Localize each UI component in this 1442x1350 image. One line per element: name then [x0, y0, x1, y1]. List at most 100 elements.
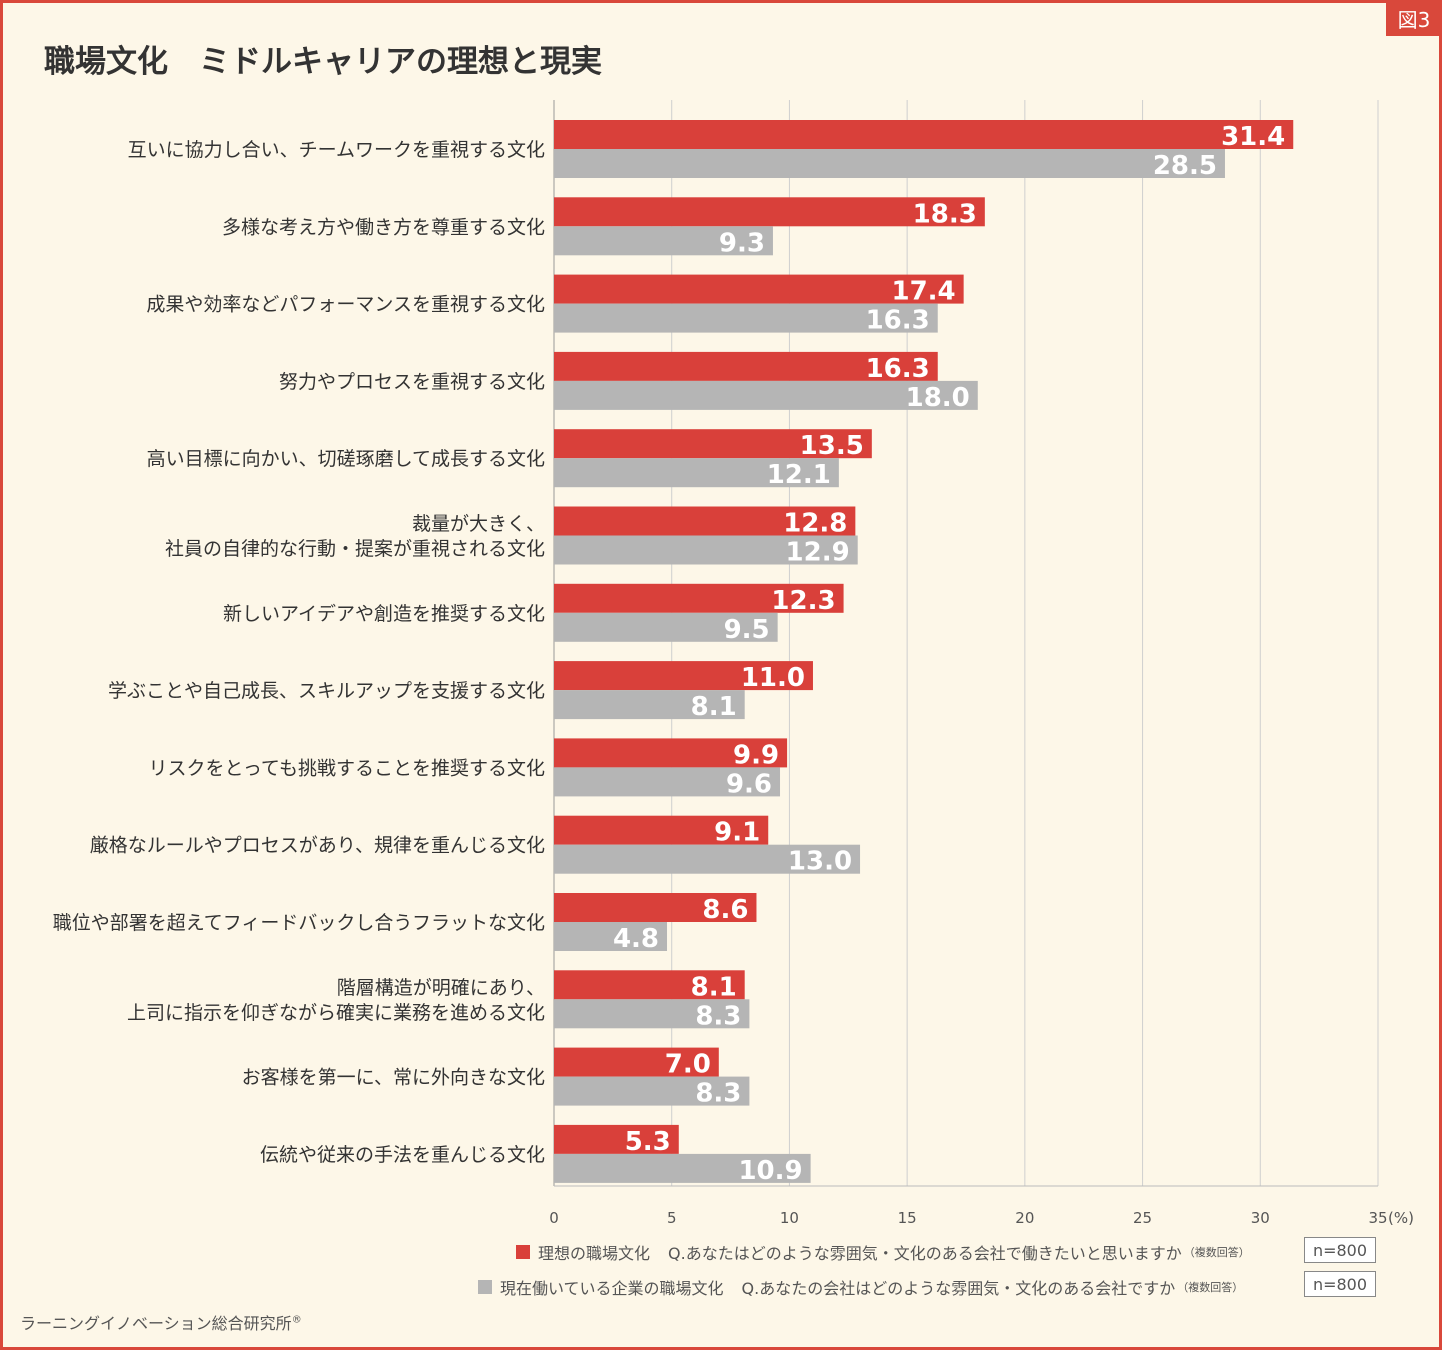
category-label: 職位や部署を超えてフィードバックし合うフラットな文化: [53, 912, 545, 934]
bar-ideal: [554, 738, 788, 768]
value-label-current: 8.3: [695, 1001, 741, 1031]
category-label: 努力やプロセスを重視する文化: [279, 371, 545, 393]
value-label-current: 12.1: [767, 460, 831, 490]
value-label-ideal: 8.6: [702, 895, 748, 925]
category-label: 新しいアイデアや創造を推奨する文化: [223, 603, 545, 625]
legend-note: （複数回答）: [1183, 1246, 1250, 1259]
bar-current: [554, 922, 668, 951]
bar-current: [554, 303, 938, 333]
bar-current: [554, 999, 750, 1029]
value-label-ideal: 12.8: [783, 509, 847, 539]
x-tick-label: 5: [667, 1209, 677, 1227]
x-tick-label: 35: [1368, 1209, 1387, 1227]
bar-ideal: [554, 506, 856, 536]
bar-current: [554, 535, 858, 565]
bar-current: [554, 767, 781, 797]
x-tick-labels: 0 5 10 15 20 25 30 35 (%): [549, 1209, 1414, 1227]
bar-ideal: [554, 197, 985, 227]
bar-current: [554, 690, 745, 720]
x-tick-label: 25: [1133, 1209, 1152, 1227]
value-label-current: 13.0: [788, 847, 852, 877]
category-label: 学ぶことや自己成長、スキルアップを支援する文化: [108, 680, 545, 702]
value-label-ideal: 17.4: [891, 277, 955, 307]
value-label-ideal: 9.1: [714, 818, 760, 848]
bar-ideal: [554, 120, 1294, 149]
bar-current: [554, 1153, 811, 1183]
figure-badge: 図3: [1386, 0, 1442, 36]
bar-ideal: [554, 661, 813, 691]
bar-ideal: [554, 351, 938, 381]
x-tick-label: 30: [1251, 1209, 1270, 1227]
value-label-current: 8.3: [695, 1079, 741, 1109]
value-label-ideal: 18.3: [913, 199, 977, 229]
category-label: リスクをとっても挑戦することを推奨する文化: [148, 757, 545, 779]
category-label: お客様を第一に、常に外向きな文化: [242, 1067, 545, 1089]
value-label-ideal: 11.0: [741, 663, 805, 693]
category-label: 高い目標に向かい、切磋琢磨して成長する文化: [147, 448, 545, 470]
category-label: 厳格なルールやプロセスがあり、規律を重んじる文化: [90, 835, 545, 857]
value-label-ideal: 31.4: [1221, 122, 1285, 152]
value-label-ideal: 13.5: [800, 431, 864, 461]
legend-question: Q.あなたはどのような雰囲気・文化のある会社で働きたいと思いますか: [668, 1244, 1182, 1263]
bar-current: [554, 380, 978, 410]
source-credit: ラーニングイノベーション総合研究所®: [20, 1310, 302, 1334]
legend-n-current: n=800: [1304, 1271, 1376, 1297]
value-label-current: 10.9: [738, 1156, 802, 1186]
bar-ideal: [554, 893, 757, 922]
legend-note: （複数回答）: [1177, 1281, 1244, 1294]
x-tick-label: 20: [1015, 1209, 1034, 1227]
legend-item-ideal: 理想の職場文化 Q.あなたはどのような雰囲気・文化のある会社で働きたいと思います…: [516, 1240, 1250, 1264]
bar-current: [554, 149, 1225, 178]
category-labels: 互いに協力し合い、チームワークを重視する文化多様な考え方や働き方を尊重する文化成…: [53, 139, 545, 1166]
bar-ideal: [554, 970, 745, 1000]
bar-ideal: [554, 1047, 719, 1077]
legend-n-ideal: n=800: [1304, 1237, 1376, 1263]
bar-ideal: [554, 1124, 679, 1154]
x-unit-label: (%): [1388, 1209, 1414, 1227]
value-label-current: 18.0: [906, 383, 970, 413]
value-label-current: 4.8: [613, 924, 659, 954]
bars: 31.428.518.39.317.416.316.318.013.512.11…: [554, 120, 1294, 1186]
x-tick-label: 15: [898, 1209, 917, 1227]
legend-item-current: 現在働いている企業の職場文化 Q.あなたの会社はどのような雰囲気・文化のある会社…: [478, 1275, 1243, 1299]
source-text: ラーニングイノベーション総合研究所: [20, 1314, 292, 1333]
category-label: 多様な考え方や働き方を尊重する文化: [222, 216, 545, 238]
value-label-ideal: 7.0: [665, 1050, 711, 1080]
chart-title: 職場文化 ミドルキャリアの理想と現実: [44, 44, 602, 80]
value-label-current: 9.6: [726, 769, 772, 799]
category-label: 上司に指示を仰ぎながら確実に業務を進める文化: [127, 1002, 545, 1024]
legend-label: 理想の職場文化: [538, 1244, 651, 1263]
bar-current: [554, 844, 861, 874]
legend-question: Q.あなたの会社はどのような雰囲気・文化のある会社ですか: [741, 1279, 1176, 1298]
category-label: 裁量が大きく、: [412, 513, 545, 535]
legend-swatch-current: [478, 1280, 492, 1294]
bar-ideal: [554, 274, 964, 304]
value-label-current: 16.3: [866, 306, 930, 336]
x-tick-label: 0: [549, 1209, 559, 1227]
value-label-ideal: 16.3: [866, 354, 930, 384]
legend-label: 現在働いている企業の職場文化: [500, 1279, 724, 1298]
value-label-current: 28.5: [1153, 151, 1217, 181]
category-label: 階層構造が明確にあり、: [337, 977, 545, 999]
category-label: 成果や効率などパフォーマンスを重視する文化: [146, 294, 545, 316]
bar-current: [554, 458, 839, 488]
category-label: 伝統や従来の手法を重んじる文化: [260, 1144, 545, 1166]
value-label-ideal: 8.1: [691, 972, 737, 1002]
bar-current: [554, 1076, 750, 1106]
value-label-ideal: 5.3: [625, 1127, 671, 1157]
registered-mark: ®: [291, 1314, 302, 1326]
category-label: 社員の自律的な行動・提案が重視される文化: [165, 538, 545, 560]
bar-ideal: [554, 815, 769, 845]
category-label: 互いに協力し合い、チームワークを重視する文化: [128, 139, 545, 161]
value-label-current: 9.3: [719, 228, 765, 258]
value-label-ideal: 9.9: [733, 740, 779, 770]
bar-chart: 31.428.518.39.317.416.316.318.013.512.11…: [53, 100, 1414, 1227]
value-label-current: 8.1: [691, 692, 737, 722]
legend-swatch-ideal: [516, 1245, 530, 1259]
bar-current: [554, 226, 773, 256]
bar-current: [554, 612, 778, 642]
x-tick-label: 10: [780, 1209, 799, 1227]
bar-ideal: [554, 583, 844, 613]
value-label-ideal: 12.3: [771, 586, 835, 616]
